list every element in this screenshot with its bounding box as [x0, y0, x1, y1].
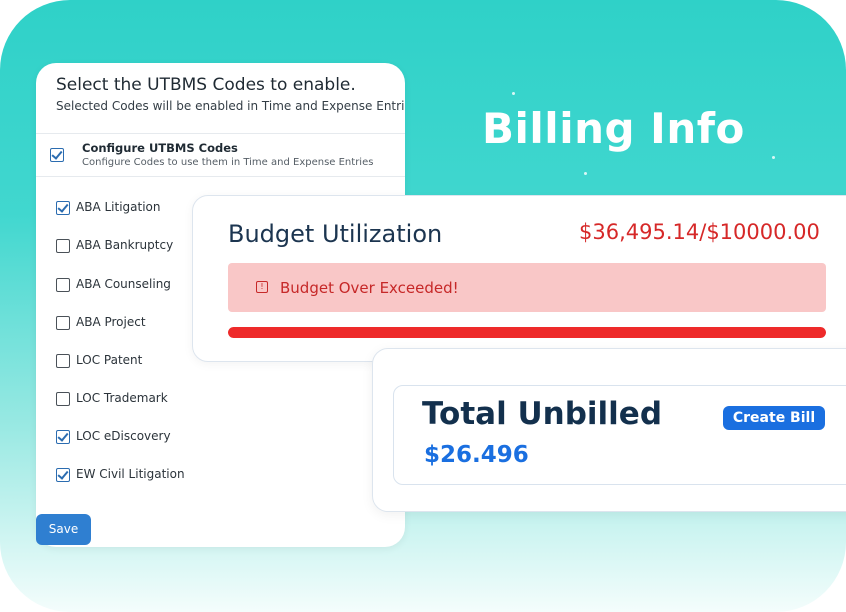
code-label: ABA Counseling	[76, 277, 171, 291]
headline: Billing Info	[482, 104, 745, 153]
code-checkbox[interactable]	[56, 201, 70, 215]
budget-progress-bar	[228, 327, 826, 338]
save-button[interactable]: Save	[36, 514, 91, 545]
alert-icon: !	[256, 281, 268, 293]
budget-utilization-card: Budget Utilization $36,495.14/$10000.00 …	[192, 195, 846, 362]
budget-alert: ! Budget Over Exceeded!	[228, 263, 826, 312]
code-label: ABA Bankruptcy	[76, 238, 174, 252]
code-checkbox[interactable]	[56, 430, 70, 444]
code-checkbox[interactable]	[56, 354, 70, 368]
configure-utbms-label: Configure UTBMS Codes	[82, 141, 238, 155]
unbilled-card: Total Unbilled $26.496 Create Bill	[372, 348, 846, 512]
sparkle-decoration	[512, 92, 515, 95]
code-label: ABA Litigation	[76, 200, 161, 214]
code-item-aba-bankruptcy[interactable]: ABA Bankruptcy	[56, 237, 256, 257]
budget-title: Budget Utilization	[228, 220, 443, 248]
code-item-aba-counseling[interactable]: ABA Counseling	[56, 276, 256, 296]
code-label: LOC eDiscovery	[76, 429, 171, 443]
code-item-aba-project[interactable]: ABA Project	[56, 314, 256, 334]
code-label: LOC Patent	[76, 353, 143, 367]
configure-utbms-description: Configure Codes to use them in Time and …	[82, 157, 374, 168]
code-checkbox[interactable]	[56, 316, 70, 330]
configure-utbms-row[interactable]: Configure UTBMS Codes Configure Codes to…	[36, 133, 405, 177]
sparkle-decoration	[584, 172, 587, 175]
budget-progress-fill	[228, 327, 826, 338]
configure-utbms-checkbox[interactable]	[50, 148, 64, 162]
create-bill-button[interactable]: Create Bill	[723, 406, 825, 430]
code-item-aba-litigation[interactable]: ABA Litigation	[56, 199, 256, 219]
code-item-ew-civil-litigation[interactable]: EW Civil Litigation	[56, 466, 256, 486]
unbilled-inner-box: Total Unbilled $26.496 Create Bill	[393, 385, 846, 485]
unbilled-title: Total Unbilled	[422, 396, 663, 432]
code-checkbox[interactable]	[56, 392, 70, 406]
code-label: LOC Trademark	[76, 391, 168, 405]
code-label: ABA Project	[76, 315, 146, 329]
unbilled-amount: $26.496	[424, 442, 529, 468]
sparkle-decoration	[772, 156, 775, 159]
code-checkbox[interactable]	[56, 239, 70, 253]
utbms-subtitle: Selected Codes will be enabled in Time a…	[56, 99, 405, 113]
code-item-loc-ediscovery[interactable]: LOC eDiscovery	[56, 428, 256, 448]
code-label: EW Civil Litigation	[76, 467, 185, 481]
code-item-loc-patent[interactable]: LOC Patent	[56, 352, 256, 372]
code-item-loc-trademark[interactable]: LOC Trademark	[56, 390, 256, 410]
utbms-title: Select the UTBMS Codes to enable.	[56, 75, 356, 95]
alert-text: Budget Over Exceeded!	[280, 279, 459, 297]
code-checkbox[interactable]	[56, 278, 70, 292]
budget-amount: $36,495.14/$10000.00	[579, 220, 820, 244]
code-checkbox[interactable]	[56, 468, 70, 482]
